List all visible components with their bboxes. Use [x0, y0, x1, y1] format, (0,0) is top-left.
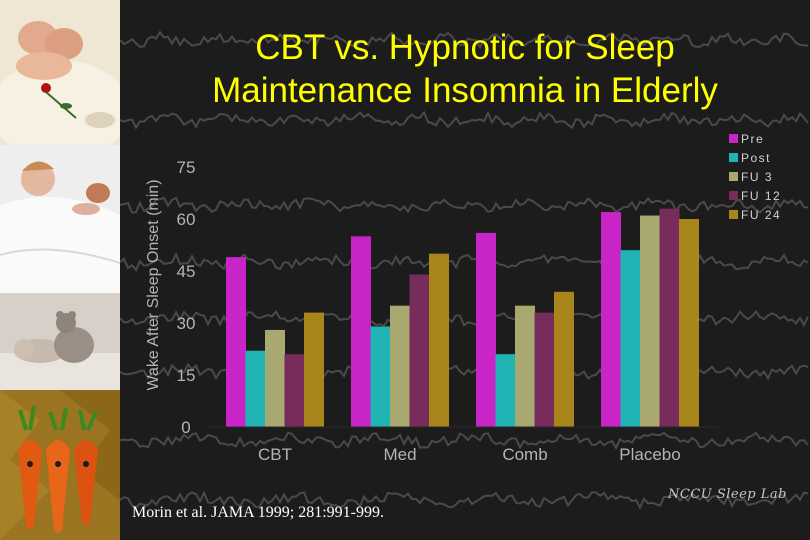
bar: [370, 326, 391, 427]
plot-area: 0 15 30 45 60 75 CBT Med Comb Placebo: [177, 158, 718, 464]
eeg-trace-line: [119, 30, 809, 50]
bar: [226, 257, 246, 427]
eeg-trace-line: [119, 490, 809, 510]
photo-sidebar: [0, 0, 120, 540]
legend-swatch: [729, 191, 738, 200]
slide-title: CBT vs. Hypnotic for Sleep Maintenance I…: [120, 26, 810, 112]
eeg-trace-line: [119, 196, 809, 214]
sleeping-baby-photo: [0, 145, 120, 293]
legend-swatch: [729, 172, 738, 181]
citation: Morin et al. JAMA 1999; 281:991-999.: [132, 504, 384, 521]
carrots-costume-photo: [0, 390, 120, 540]
bar: [515, 305, 535, 427]
bar: [659, 208, 680, 427]
bar: [495, 354, 516, 427]
bar: [390, 305, 410, 427]
bar: [679, 219, 699, 427]
y-tick-label: 45: [177, 262, 196, 281]
legend: Pre Post FU 3 FU 12 FU 24: [729, 132, 781, 222]
baby-with-teddy-photo: [0, 293, 120, 390]
slide-title-line-2: Maintenance Insomnia in Elderly: [212, 71, 718, 110]
bar: [284, 354, 305, 427]
legend-label: FU 12: [741, 189, 781, 203]
legend-label: Post: [741, 151, 771, 165]
x-tick-label: Med: [383, 445, 416, 464]
x-tick-label: Comb: [502, 445, 547, 464]
slide-title-line-1: CBT vs. Hypnotic for Sleep: [255, 28, 675, 67]
y-tick-label: 30: [177, 314, 196, 333]
eeg-trace-line: [119, 110, 809, 130]
y-tick-label: 0: [181, 418, 190, 437]
bar: [534, 312, 555, 427]
legend-swatch: [729, 210, 738, 219]
sleeping-twins-photo: [0, 0, 120, 145]
bar: [601, 212, 621, 427]
bar: [554, 291, 574, 427]
bar: [265, 329, 285, 427]
bar: [409, 274, 430, 427]
legend-label: FU 24: [741, 208, 781, 222]
bar: [429, 253, 449, 427]
eeg-trace-line: [119, 431, 809, 451]
y-tick-label: 15: [177, 366, 196, 385]
legend-label: FU 3: [741, 170, 773, 184]
bar: [640, 215, 660, 427]
bar: [245, 350, 266, 427]
x-tick-label: CBT: [258, 445, 292, 464]
lab-signature: NCCU Sleep Lab: [668, 487, 787, 502]
bar-chart: Wake After Sleep Onset (min) 0 15 30 45 60 75…: [145, 132, 781, 464]
bar: [351, 236, 371, 427]
bar: [304, 312, 324, 427]
y-axis-label: Wake After Sleep Onset (min): [145, 179, 162, 390]
x-tick-label: Placebo: [619, 445, 680, 464]
bar: [620, 250, 641, 427]
legend-swatch: [729, 134, 738, 143]
legend-swatch: [729, 153, 738, 162]
y-tick-label: 75: [177, 158, 196, 177]
y-tick-label: 60: [177, 210, 196, 229]
legend-label: Pre: [741, 132, 764, 146]
bar: [476, 232, 496, 427]
